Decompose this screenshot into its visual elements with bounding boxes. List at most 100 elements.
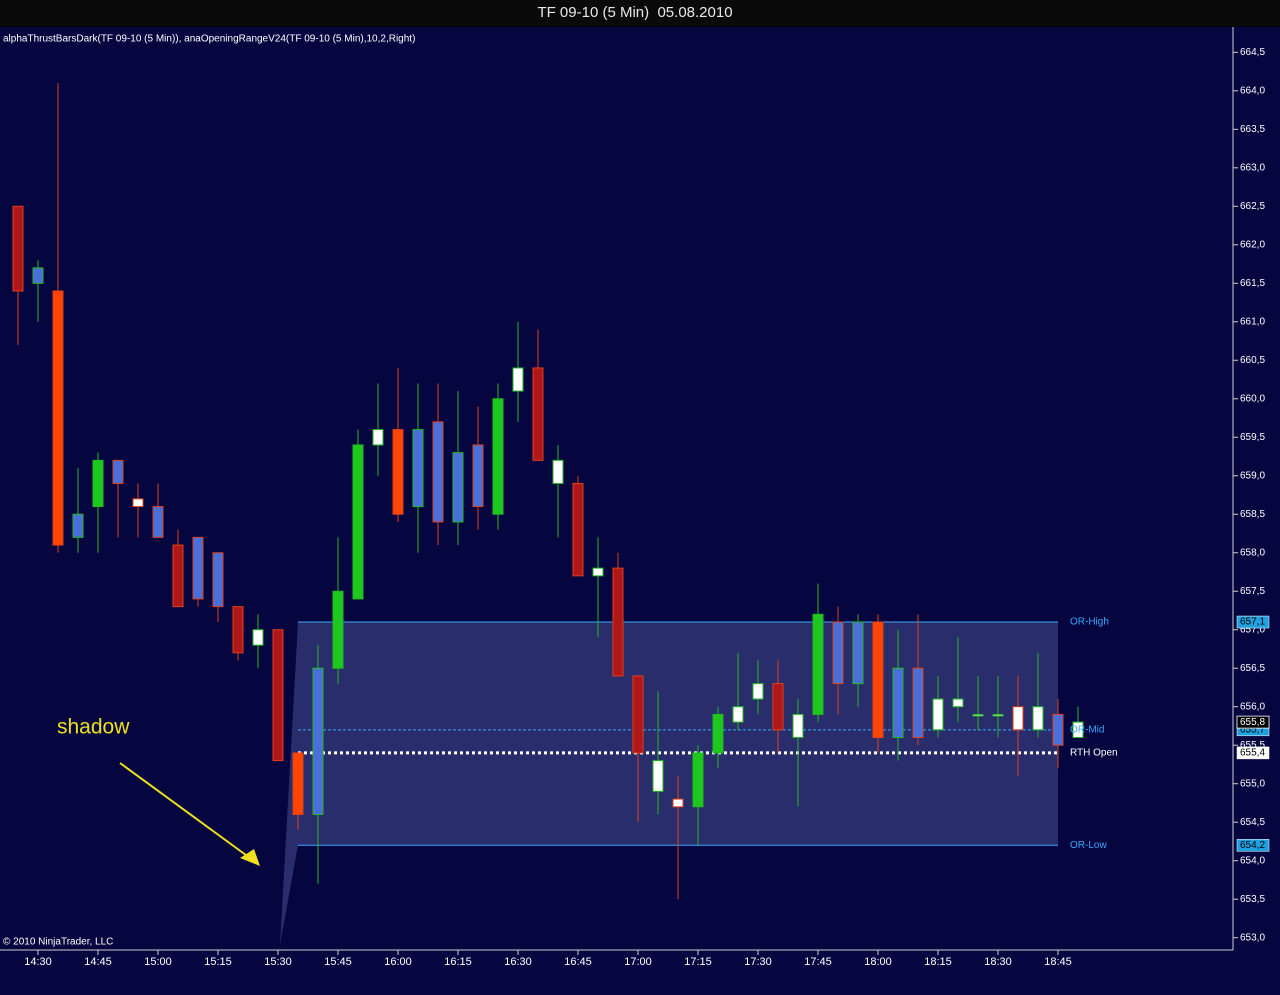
candle-body xyxy=(512,367,524,392)
x-tick-label: 14:30 xyxy=(24,956,52,968)
price-tag xyxy=(1236,615,1270,629)
candle-body xyxy=(632,675,644,754)
candle-body xyxy=(1032,706,1044,731)
arrow xyxy=(119,762,251,859)
price-tag-label: 654,2 xyxy=(1240,840,1265,851)
y-tick-label: 663,5 xyxy=(1240,124,1265,135)
candle-layer xyxy=(12,83,1084,900)
candle-body xyxy=(212,552,224,608)
last-price-label: 655,8 xyxy=(1240,717,1265,728)
candle-body xyxy=(272,629,284,762)
candle-body xyxy=(812,613,824,715)
candle-body xyxy=(952,698,964,708)
y-tick-label: 658,5 xyxy=(1240,509,1265,520)
x-tick-label: 14:45 xyxy=(84,956,112,968)
y-tick-label: 661,0 xyxy=(1240,316,1265,327)
candle-body xyxy=(292,752,304,816)
candle-body xyxy=(832,621,844,685)
candle-body xyxy=(352,444,364,600)
candle-body xyxy=(52,290,64,546)
y-tick-label: 656,0 xyxy=(1240,701,1265,712)
x-tick-label: 16:45 xyxy=(564,956,592,968)
x-tick-label: 18:45 xyxy=(1044,956,1072,968)
candle-body xyxy=(372,429,384,446)
x-tick-label: 15:15 xyxy=(204,956,232,968)
candle-body xyxy=(552,459,564,484)
candle-body xyxy=(972,713,984,717)
y-tick-label: 659,0 xyxy=(1240,470,1265,481)
candle-body xyxy=(652,760,664,792)
candle-body xyxy=(172,544,184,608)
candle-body xyxy=(572,482,584,577)
y-tick-label: 662,5 xyxy=(1240,201,1265,212)
price-tag-label: 655,4 xyxy=(1240,748,1265,759)
candle-body xyxy=(872,621,884,739)
x-tick-label: 18:30 xyxy=(984,956,1012,968)
y-tick-label: 660,5 xyxy=(1240,355,1265,366)
candle-body xyxy=(192,536,204,600)
y-tick-label: 662,0 xyxy=(1240,239,1265,250)
y-tick-label: 663,0 xyxy=(1240,162,1265,173)
y-tick-label: 653,5 xyxy=(1240,894,1265,905)
candle-body xyxy=(852,621,864,685)
candle-body xyxy=(432,421,444,523)
y-tick-label: 655,0 xyxy=(1240,778,1265,789)
candle-body xyxy=(152,506,164,538)
chart-background xyxy=(0,27,1280,995)
level-label: OR-Mid xyxy=(1070,724,1104,735)
y-tick-label: 657,0 xyxy=(1240,624,1265,635)
candle-body xyxy=(232,606,244,654)
x-tick-label: 18:00 xyxy=(864,956,892,968)
candle-body xyxy=(312,667,324,816)
indicator-text: alphaThrustBarsDark(TF 09-10 (5 Min)), a… xyxy=(3,34,415,45)
last-price-tag xyxy=(1236,715,1270,729)
candle-body xyxy=(772,683,784,731)
x-tick-label: 16:30 xyxy=(504,956,532,968)
candle-body xyxy=(392,429,404,515)
price-tag xyxy=(1236,839,1270,852)
candle-body xyxy=(792,713,804,739)
x-tick-label: 15:30 xyxy=(264,956,292,968)
y-tick-label: 659,5 xyxy=(1240,432,1265,443)
candle-body xyxy=(1052,713,1064,746)
price-tag-label: 657,1 xyxy=(1240,617,1265,628)
candle-body xyxy=(992,713,1004,717)
candle-body xyxy=(472,444,484,508)
x-tick-label: 17:15 xyxy=(684,956,712,968)
y-tick-label: 654,5 xyxy=(1240,817,1265,828)
x-tick-label: 17:45 xyxy=(804,956,832,968)
candle-body xyxy=(612,567,624,677)
candle-body xyxy=(492,398,504,515)
candle-body xyxy=(132,498,144,508)
title-bar xyxy=(0,0,1280,26)
candle-body xyxy=(32,267,44,284)
y-tick-label: 664,0 xyxy=(1240,85,1265,96)
x-tick-label: 16:00 xyxy=(384,956,412,968)
x-tick-label: 18:15 xyxy=(924,956,952,968)
y-tick-label: 654,0 xyxy=(1240,855,1265,866)
x-tick-label: 15:45 xyxy=(324,956,352,968)
y-tick-label: 657,5 xyxy=(1240,586,1265,597)
x-tick-label: 17:30 xyxy=(744,956,772,968)
candle-body xyxy=(72,513,84,538)
candle-body xyxy=(1072,721,1084,739)
shadow xyxy=(280,622,298,945)
candle-body xyxy=(712,713,724,754)
candle-body xyxy=(672,798,684,808)
candle-body xyxy=(92,459,104,508)
y-tick-label: 660,0 xyxy=(1240,393,1265,404)
candle-body xyxy=(12,205,24,292)
candle-body xyxy=(252,629,264,646)
y-tick-label: 664,5 xyxy=(1240,47,1265,58)
candle-body xyxy=(452,452,464,523)
candle-body xyxy=(692,752,704,808)
candle-body xyxy=(732,706,744,723)
level-label: RTH Open xyxy=(1070,748,1118,759)
price-tag xyxy=(1236,746,1270,760)
arrow-head xyxy=(240,849,260,866)
copyright: © 2010 NinjaTrader, LLC xyxy=(3,937,113,948)
y-tick-label: 653,0 xyxy=(1240,932,1265,943)
candle-body xyxy=(1012,706,1024,731)
